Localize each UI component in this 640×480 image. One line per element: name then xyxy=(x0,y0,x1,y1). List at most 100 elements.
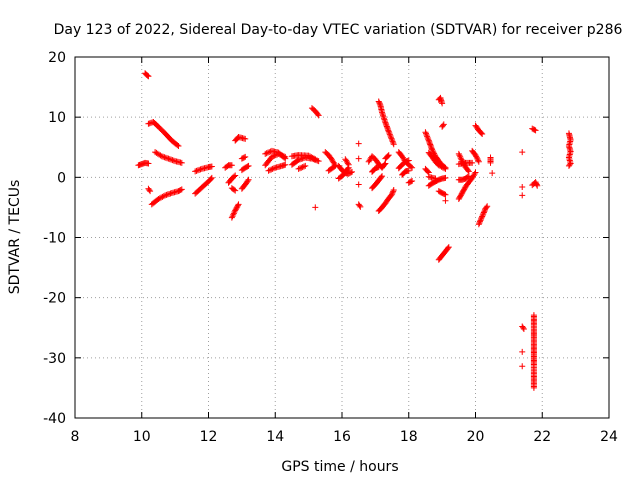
data-point xyxy=(469,159,476,166)
data-point xyxy=(232,187,239,194)
data-point xyxy=(282,161,289,168)
data-point xyxy=(425,136,432,143)
data-point xyxy=(357,203,364,210)
data-point xyxy=(295,165,302,172)
x-tick-label: 24 xyxy=(600,429,618,445)
data-point xyxy=(263,150,270,157)
x-tick-label: 20 xyxy=(467,429,485,445)
y-tick-label: 20 xyxy=(48,50,66,66)
data-point xyxy=(390,188,397,195)
data-point xyxy=(155,195,162,202)
data-point xyxy=(473,154,480,161)
data-point xyxy=(270,165,277,172)
data-point xyxy=(145,160,152,167)
data-point xyxy=(147,188,154,195)
x-tick-label: 8 xyxy=(71,429,80,445)
data-point xyxy=(519,149,526,156)
data-point xyxy=(389,191,396,198)
data-point xyxy=(159,193,166,200)
data-point xyxy=(178,186,185,193)
data-point xyxy=(208,175,215,182)
data-point xyxy=(530,312,537,319)
gridlines xyxy=(75,57,609,418)
data-point xyxy=(282,155,289,162)
data-point xyxy=(300,163,307,170)
data-point xyxy=(476,218,483,225)
data-point xyxy=(349,168,356,175)
data-point xyxy=(532,127,539,134)
data-point xyxy=(442,174,449,181)
data-point xyxy=(312,156,319,163)
data-point xyxy=(268,153,275,160)
data-point xyxy=(355,155,362,162)
data-point xyxy=(299,164,306,171)
data-point xyxy=(308,154,315,161)
data-point xyxy=(231,208,238,215)
data-point xyxy=(347,169,354,176)
data-point xyxy=(156,195,163,202)
data-point xyxy=(174,142,181,149)
data-point xyxy=(407,163,414,170)
data-point xyxy=(472,169,479,176)
data-point xyxy=(375,164,382,171)
data-point xyxy=(456,152,463,159)
data-point xyxy=(384,152,391,159)
data-point xyxy=(312,204,319,211)
data-point xyxy=(437,163,444,170)
data-point xyxy=(487,159,494,166)
data-point xyxy=(531,126,538,133)
data-point xyxy=(229,213,236,220)
data-point xyxy=(439,122,446,129)
data-point xyxy=(478,214,485,221)
data-point xyxy=(407,178,414,185)
data-point xyxy=(438,163,445,170)
data-point xyxy=(355,140,362,147)
data-point xyxy=(281,154,288,161)
data-point xyxy=(242,153,249,160)
data-point xyxy=(442,191,449,198)
data-point xyxy=(435,162,442,169)
data-point xyxy=(232,172,239,179)
data-point xyxy=(245,162,252,169)
x-tick-label: 10 xyxy=(133,429,151,445)
data-point xyxy=(409,164,416,171)
data-point xyxy=(479,131,486,138)
data-point xyxy=(385,128,392,135)
data-point xyxy=(385,152,392,159)
data-point xyxy=(269,165,276,172)
data-point xyxy=(429,147,436,154)
data-point xyxy=(175,143,182,150)
data-point xyxy=(519,348,526,355)
data-point xyxy=(356,202,363,209)
data-point xyxy=(389,137,396,144)
data-point xyxy=(533,181,540,188)
data-point xyxy=(405,157,412,164)
data-point xyxy=(264,149,271,156)
data-point xyxy=(565,162,572,169)
data-point xyxy=(235,201,242,208)
y-axis-label: SDTVAR / TECUs xyxy=(7,180,23,295)
data-point xyxy=(441,191,448,198)
data-point xyxy=(386,130,393,137)
x-tick-label: 22 xyxy=(533,429,551,445)
data-point xyxy=(266,167,273,174)
data-point xyxy=(475,157,482,164)
data-point xyxy=(445,244,452,251)
data-point xyxy=(479,213,486,220)
data-point xyxy=(478,216,485,223)
data-point xyxy=(230,210,237,217)
data-point xyxy=(405,167,412,174)
data-point xyxy=(432,175,439,182)
y-tick-label: 10 xyxy=(48,110,66,126)
data-point xyxy=(306,153,313,160)
data-point xyxy=(442,165,449,172)
data-point xyxy=(231,173,238,180)
data-point xyxy=(241,154,248,161)
data-point xyxy=(480,210,487,217)
data-point xyxy=(315,158,322,165)
data-point xyxy=(208,163,215,170)
data-point xyxy=(423,132,430,139)
data-point xyxy=(424,133,431,140)
data-point xyxy=(439,164,446,171)
data-point xyxy=(480,209,487,216)
